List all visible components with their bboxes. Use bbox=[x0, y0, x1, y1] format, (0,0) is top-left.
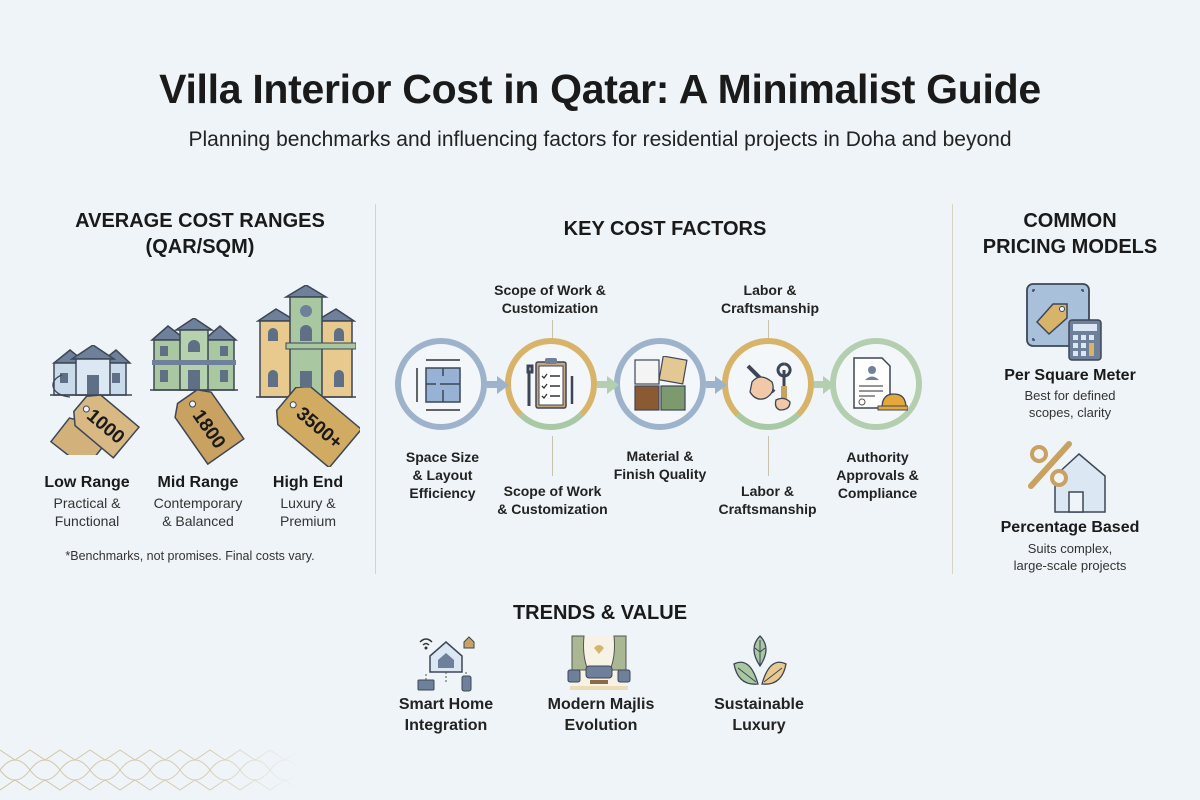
factor-label-scope-bottom: Scope of Work & Customization bbox=[497, 483, 608, 517]
arrow-right-icon bbox=[715, 376, 727, 394]
price-tag-mid: 1800 bbox=[174, 390, 245, 465]
trend-sustainable: Sustainable Luxury bbox=[714, 696, 804, 734]
price-tag-high: 3500+ bbox=[275, 387, 360, 467]
floor-plan-icon bbox=[416, 359, 461, 411]
model-name-per-sqm: Per Square Meter bbox=[1004, 367, 1136, 384]
arrow-right-icon bbox=[823, 376, 835, 394]
model-desc-percentage: Suits complex, large-scale projects bbox=[1013, 541, 1127, 573]
section-divider-left bbox=[375, 204, 376, 574]
majlis-icon bbox=[567, 635, 631, 690]
arrow-stem-2 bbox=[597, 381, 611, 388]
connector-labor-top bbox=[768, 320, 769, 342]
hands-tools-icon bbox=[746, 362, 792, 411]
factor-circle-material bbox=[614, 338, 706, 430]
tier-high: High End Luxury & Premium bbox=[272, 474, 344, 529]
trends-heading: TRENDS & VALUE bbox=[512, 602, 688, 624]
arrow-stem-1 bbox=[487, 381, 501, 388]
arrow-right-icon bbox=[607, 376, 619, 394]
section-divider-right bbox=[952, 204, 953, 574]
factor-label-scope-top: Scope of Work & Customization bbox=[494, 282, 606, 316]
material-swatches-icon bbox=[634, 356, 688, 411]
factor-label-authority: Authority Approvals & Compliance bbox=[836, 449, 919, 501]
luxury-villa-icon bbox=[256, 285, 356, 398]
document-hardhat-icon bbox=[853, 357, 908, 411]
geometric-pattern-decoration bbox=[0, 749, 300, 791]
page-title: Villa Interior Cost in Qatar: A Minimali… bbox=[159, 66, 1041, 112]
connector-scope-top bbox=[552, 320, 553, 342]
price-tag-low: 1000 bbox=[73, 394, 140, 459]
model-desc-per-sqm: Best for defined scopes, clarity bbox=[1024, 388, 1116, 420]
model-name-percentage: Percentage Based bbox=[1000, 519, 1140, 536]
clipboard-wrench-icon bbox=[526, 358, 574, 409]
factor-label-labor-top: Labor & Craftsmanship bbox=[720, 282, 820, 316]
factor-label-space: Space Size & Layout Efficiency bbox=[405, 449, 480, 501]
arrow-right-icon bbox=[497, 376, 509, 394]
factor-label-labor-bottom: Labor & Craftsmanship bbox=[718, 483, 817, 517]
mid-villa-icon bbox=[150, 318, 238, 391]
arrow-stem-3 bbox=[706, 381, 720, 388]
cost-ranges-heading: AVERAGE COST RANGES (QAR/SQM) bbox=[75, 210, 325, 258]
tag-calculator-icon bbox=[1026, 283, 1102, 361]
connector-labor-bottom bbox=[768, 436, 769, 476]
key-factors-heading: KEY COST FACTORS bbox=[563, 218, 767, 240]
smart-home-icon bbox=[417, 636, 475, 692]
leaves-icon bbox=[733, 635, 787, 685]
tier-low: Low Range Practical & Functional bbox=[44, 474, 130, 529]
tier-mid: Mid Range Contemporary & Balanced bbox=[153, 474, 243, 529]
trend-smart-home: Smart Home Integration bbox=[398, 696, 494, 734]
connector-scope-bottom bbox=[552, 436, 553, 476]
page-subtitle: Planning benchmarks and influencing fact… bbox=[188, 128, 1012, 151]
pricing-models-heading: COMMON PRICING MODELS bbox=[982, 210, 1158, 258]
benchmark-note: *Benchmarks, not promises. Final costs v… bbox=[65, 549, 315, 563]
factor-label-material: Material & Finish Quality bbox=[613, 448, 707, 482]
arrow-stem-4 bbox=[814, 381, 828, 388]
percent-house-icon bbox=[1028, 441, 1106, 513]
trend-majlis: Modern Majlis Evolution bbox=[547, 696, 655, 734]
